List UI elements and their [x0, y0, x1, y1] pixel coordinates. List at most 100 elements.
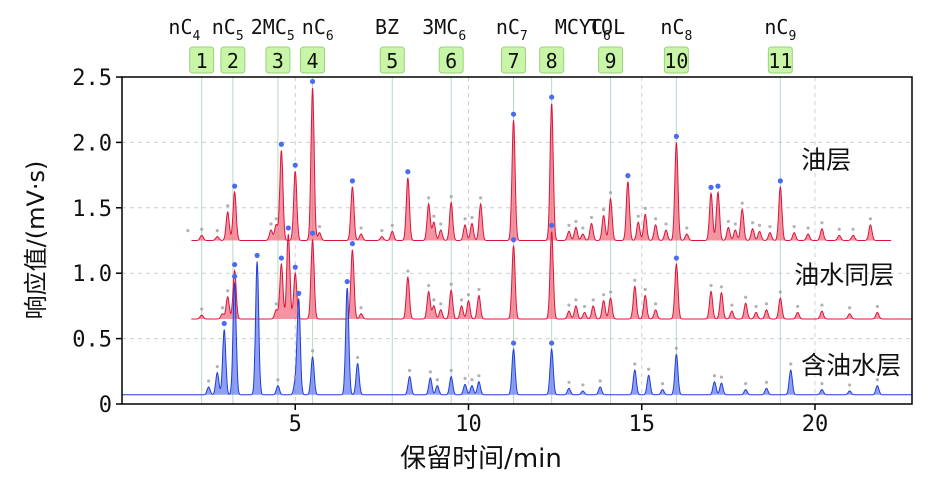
peak-badge-box	[767, 46, 793, 74]
peak-marker-badge: 4	[300, 46, 326, 74]
peak-dot	[186, 228, 190, 233]
peak-dot	[510, 340, 517, 346]
peak-dot	[470, 378, 474, 382]
peak-dot	[685, 226, 689, 230]
peak-dot	[567, 223, 571, 227]
peak-dot	[757, 223, 762, 227]
peak-dot	[574, 219, 578, 224]
peak-dot	[673, 255, 679, 261]
x-tick-label: 5	[289, 412, 302, 437]
peak-dot	[581, 226, 585, 230]
peak-badge-box	[220, 46, 246, 74]
compound-label: nC6	[302, 15, 334, 44]
peak-dot	[293, 375, 297, 379]
series-label: 油层	[801, 146, 851, 175]
peak-dot	[778, 290, 782, 294]
y-tick-label: 0	[99, 393, 112, 418]
peak-dot	[768, 225, 772, 229]
peak-dot	[875, 304, 879, 309]
peak-dot	[726, 219, 730, 224]
peak-dot	[673, 133, 679, 139]
y-tick-label: 0.5	[72, 328, 112, 353]
peak-dot	[733, 222, 737, 226]
series-2	[191, 222, 913, 320]
x-tick-label: 20	[802, 412, 829, 437]
peak-dot	[359, 306, 363, 310]
peak-dot	[274, 302, 278, 306]
y-tick-label: 1.0	[72, 262, 112, 287]
compound-label: 3MC6	[422, 15, 466, 44]
peak-dot	[380, 228, 384, 233]
peak-dot	[477, 374, 481, 378]
x-tick-label: 15	[628, 412, 655, 437]
peak-dot	[633, 362, 637, 366]
series-layer	[122, 78, 913, 396]
series-line	[191, 87, 892, 242]
peak-dot	[310, 349, 315, 353]
peak-marker-badge: 2	[220, 46, 246, 74]
peak-marker-badge: 8	[539, 46, 565, 74]
peak-dot	[709, 283, 713, 288]
peak-dot	[608, 191, 613, 195]
peak-dot	[254, 252, 260, 259]
peak-dot	[432, 298, 436, 302]
peak-badge-box	[663, 46, 689, 74]
peak-dot	[837, 227, 841, 231]
peak-dot	[848, 383, 852, 387]
peak-dot	[292, 162, 298, 168]
peak-dot	[296, 290, 302, 296]
peak-dot	[349, 178, 356, 184]
peak-dot	[875, 378, 879, 382]
peak-dot	[427, 196, 431, 200]
series-fill	[191, 231, 913, 319]
peak-dot	[820, 303, 824, 307]
peak-dot	[777, 178, 783, 184]
peak-dot	[220, 306, 225, 310]
peak-dot	[435, 378, 439, 382]
peak-badge-box	[379, 46, 405, 74]
peak-dot	[608, 290, 613, 294]
series-1	[186, 78, 892, 242]
peak-number: 3	[272, 49, 284, 73]
peak-dot	[309, 230, 316, 236]
peak-dot	[510, 111, 517, 117]
peak-dot	[200, 227, 204, 231]
compound-label: 2MC5	[251, 15, 295, 44]
peak-marker-badge: 10	[663, 46, 689, 74]
compound-label: BZ	[375, 15, 399, 39]
peak-dot	[581, 383, 585, 387]
peak-dot	[274, 217, 278, 221]
y-tick-label: 1.5	[72, 197, 112, 222]
peak-marker-badge: 9	[598, 46, 624, 74]
peak-marker-badge: 5	[379, 46, 405, 74]
peak-dot	[269, 222, 273, 226]
peak-badge-box	[539, 46, 565, 74]
peak-dot	[449, 194, 453, 199]
peak-dot	[285, 225, 291, 231]
peak-dot	[792, 225, 796, 229]
peak-dot	[207, 379, 211, 383]
peak-dot	[589, 215, 594, 220]
peak-dot	[232, 183, 238, 189]
peak-marker-badge: 3	[265, 46, 291, 74]
peak-dot	[278, 255, 284, 261]
peak-number: 5	[386, 49, 398, 73]
peak-number: 8	[546, 49, 558, 73]
peak-dot	[349, 241, 356, 247]
peak-badge-box	[598, 46, 624, 74]
peak-dot	[740, 201, 744, 205]
peak-dot	[764, 380, 769, 384]
peak-dot	[344, 278, 350, 285]
series-line	[191, 231, 912, 320]
peak-number: 10	[664, 49, 688, 73]
peak-dot	[643, 206, 647, 210]
peak-dot	[317, 225, 322, 229]
peak-dot	[439, 302, 443, 306]
peak-badge-box	[501, 46, 527, 74]
peak-dot	[730, 303, 734, 307]
peak-dot	[449, 282, 453, 286]
compound-label: nC8	[660, 15, 692, 44]
peak-dot	[390, 223, 394, 227]
